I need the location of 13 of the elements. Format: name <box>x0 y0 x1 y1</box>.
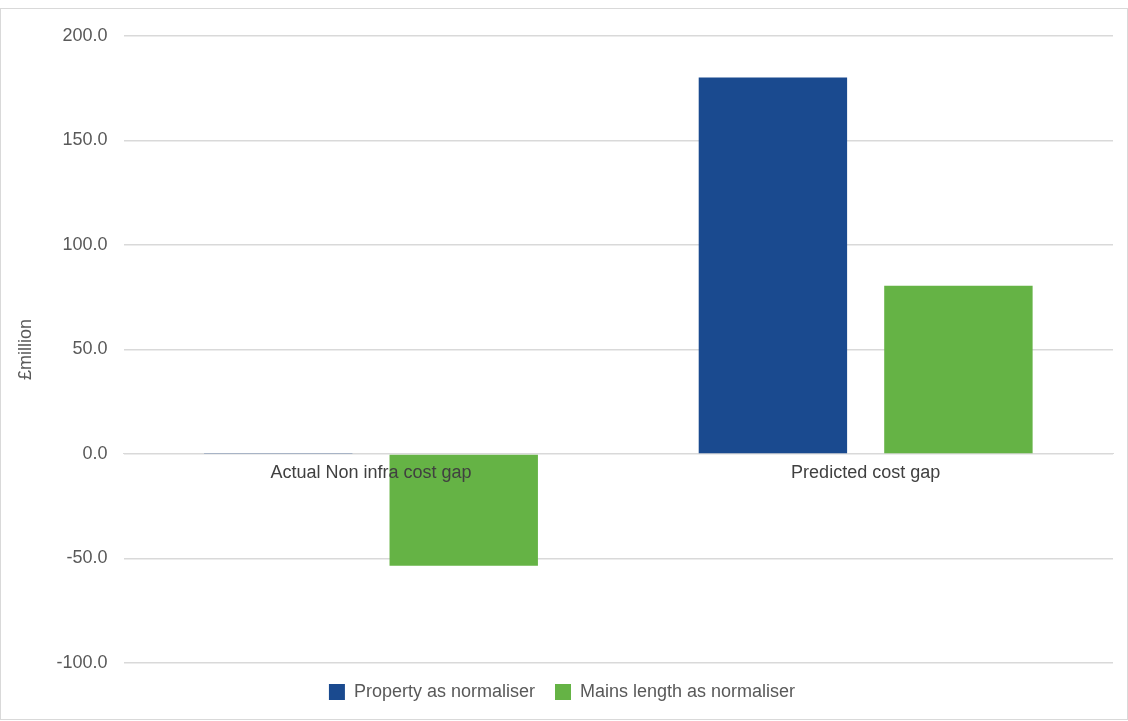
y-tick-label: 100.0 <box>62 233 108 254</box>
y-tick-label: 200.0 <box>62 24 108 45</box>
y-tick-label: 0.0 <box>82 442 108 463</box>
legend-label: Property as normaliser <box>353 680 535 701</box>
legend-label: Mains length as normaliser <box>579 680 796 701</box>
y-tick-label: -100.0 <box>56 651 108 672</box>
y-tick-label: -50.0 <box>66 547 108 568</box>
x-tick-label: Predicted cost gap <box>791 461 941 482</box>
y-tick-label: 150.0 <box>62 129 108 150</box>
y-tick-label: 50.0 <box>72 338 108 359</box>
bar <box>698 77 848 454</box>
bar <box>884 285 1033 454</box>
y-axis-title: £million <box>14 318 35 380</box>
